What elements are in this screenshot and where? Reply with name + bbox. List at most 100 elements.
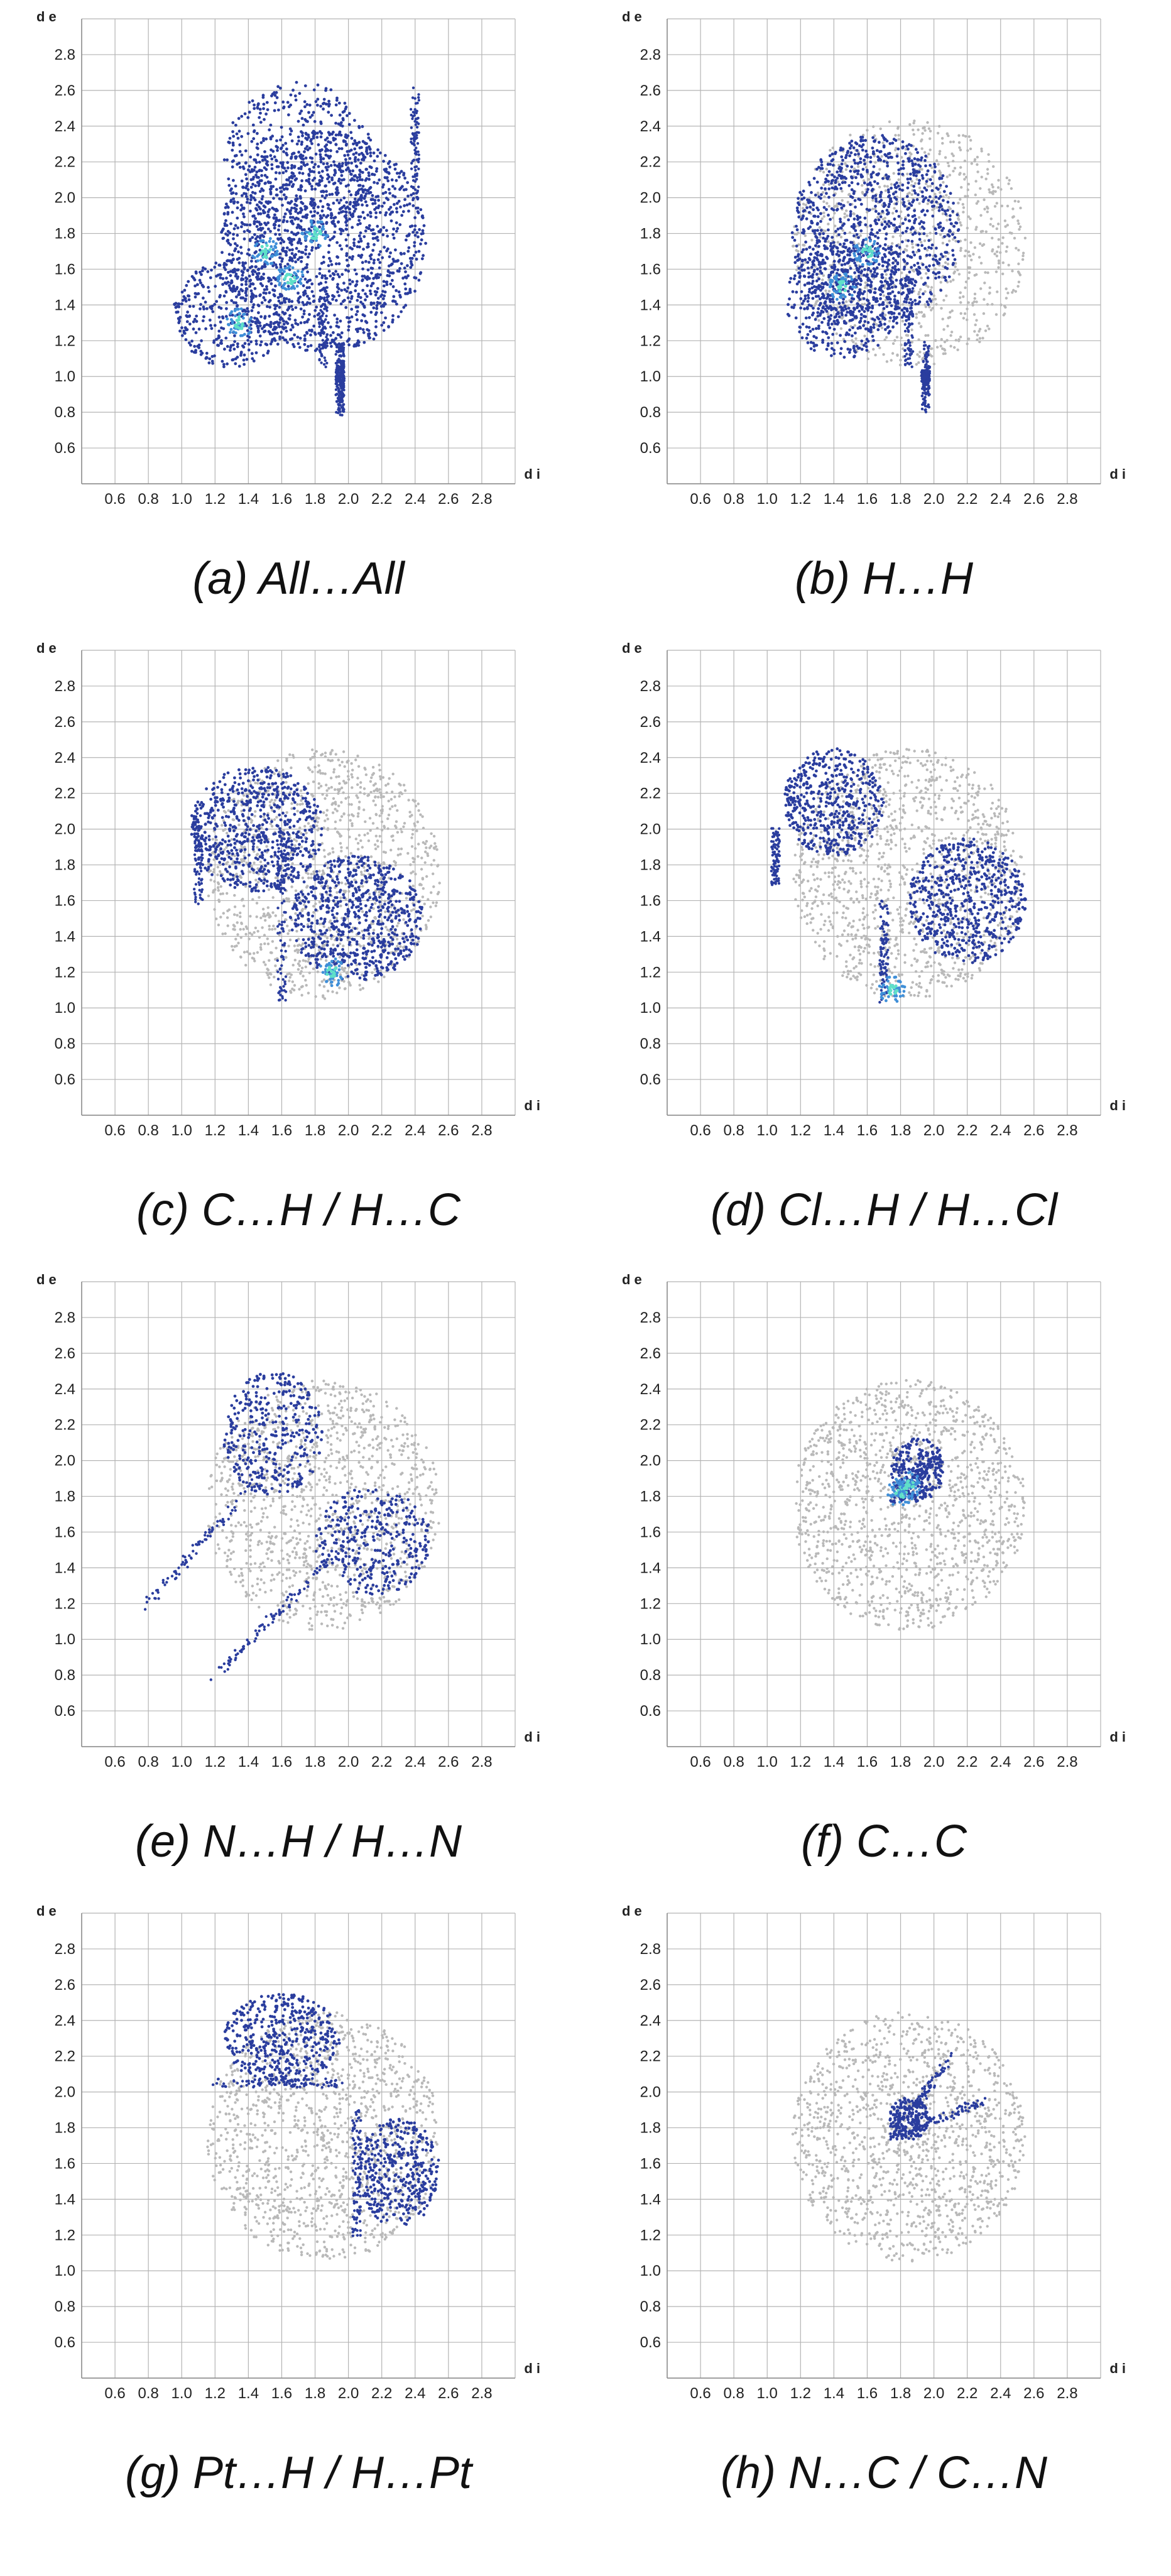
highlight-point — [412, 185, 415, 189]
highlight-point — [365, 142, 368, 146]
highlight-point — [364, 200, 368, 204]
highlight-point — [882, 145, 886, 149]
highlight-point — [232, 285, 236, 288]
highlight-point — [952, 261, 955, 265]
highlight-point — [809, 205, 812, 209]
highlight-point — [376, 224, 379, 228]
background-point — [976, 163, 979, 166]
background-point — [958, 146, 961, 150]
highlight-point — [825, 208, 828, 211]
highlight-point — [335, 373, 339, 376]
background-point — [956, 268, 959, 271]
background-point — [1011, 291, 1014, 294]
highlight-point — [859, 173, 863, 177]
highlight-point — [358, 245, 361, 249]
highlight-point — [404, 287, 408, 291]
highlight-point — [300, 179, 303, 183]
highlight-point — [415, 258, 418, 261]
highlight-point — [310, 290, 314, 293]
highlight-point — [812, 285, 816, 288]
highlight-point — [917, 158, 920, 161]
highlight-point — [226, 362, 229, 366]
background-point — [1011, 270, 1014, 273]
background-point — [954, 265, 957, 268]
highlight-point — [932, 263, 935, 267]
highlight-point — [858, 265, 862, 269]
highlight-point — [357, 344, 361, 347]
background-point — [978, 242, 982, 245]
highlight-point — [260, 174, 263, 177]
highlight-point — [863, 310, 866, 314]
highlight-point — [339, 393, 343, 396]
highlight-point — [934, 232, 938, 235]
highlight-point — [850, 139, 854, 143]
highlight-point — [375, 167, 379, 170]
highlight-point — [919, 158, 923, 162]
highlight-point — [199, 281, 202, 285]
highlight-point — [260, 266, 263, 270]
background-point — [822, 200, 825, 204]
background-point — [945, 175, 949, 178]
highlight-point — [263, 155, 267, 159]
highlight-point — [920, 220, 923, 224]
highlight-point — [263, 263, 266, 266]
highlight-point — [874, 194, 878, 197]
highlight-point — [299, 242, 303, 245]
highlight-point — [337, 147, 341, 151]
highlight-point — [326, 177, 329, 181]
highlight-point — [266, 221, 270, 225]
background-point — [997, 178, 1000, 182]
background-point — [888, 120, 891, 123]
highlight-point — [885, 305, 889, 308]
highlight-point — [317, 317, 321, 320]
highlight-point — [266, 108, 270, 112]
highlight-point — [319, 217, 322, 221]
highlight-point — [334, 121, 337, 125]
highlight-point — [297, 135, 300, 139]
dense-point — [288, 265, 291, 268]
highlight-point — [359, 231, 362, 235]
highlight-point — [389, 219, 393, 222]
highlight-point — [368, 261, 371, 264]
highlight-point — [263, 298, 267, 302]
background-point — [964, 175, 968, 179]
highlight-point — [264, 292, 268, 295]
highlight-point — [944, 278, 947, 282]
highlight-point — [226, 238, 230, 242]
highlight-point — [412, 254, 416, 257]
highlight-point — [939, 253, 943, 256]
highlight-point — [345, 168, 348, 172]
highlight-point — [945, 243, 949, 246]
highlight-point — [231, 258, 235, 262]
highlight-point — [414, 168, 417, 172]
highlight-point — [241, 273, 244, 277]
highlight-point — [300, 251, 303, 254]
highlight-point — [362, 216, 366, 220]
highlight-point — [236, 216, 239, 220]
highlight-point — [930, 243, 934, 247]
highlight-point — [183, 288, 187, 292]
highlight-point — [325, 336, 328, 339]
background-point — [863, 302, 866, 306]
highlight-point — [410, 167, 413, 170]
highlight-point — [891, 261, 895, 265]
highlight-point — [225, 307, 228, 310]
highlight-point — [340, 124, 344, 128]
highlight-point — [901, 183, 905, 187]
highlight-point — [869, 175, 873, 179]
background-point — [871, 199, 874, 202]
background-point — [946, 263, 950, 266]
highlight-point — [938, 258, 942, 261]
highlight-point — [356, 298, 359, 302]
highlight-point — [856, 182, 860, 186]
highlight-point — [379, 250, 382, 253]
highlight-point — [857, 152, 860, 156]
background-point — [1001, 272, 1005, 276]
highlight-point — [403, 177, 406, 180]
highlight-point — [337, 342, 341, 346]
highlight-point — [819, 158, 823, 161]
highlight-point — [346, 339, 349, 343]
highlight-point — [215, 337, 218, 341]
highlight-point — [253, 233, 256, 236]
background-point — [966, 226, 969, 230]
